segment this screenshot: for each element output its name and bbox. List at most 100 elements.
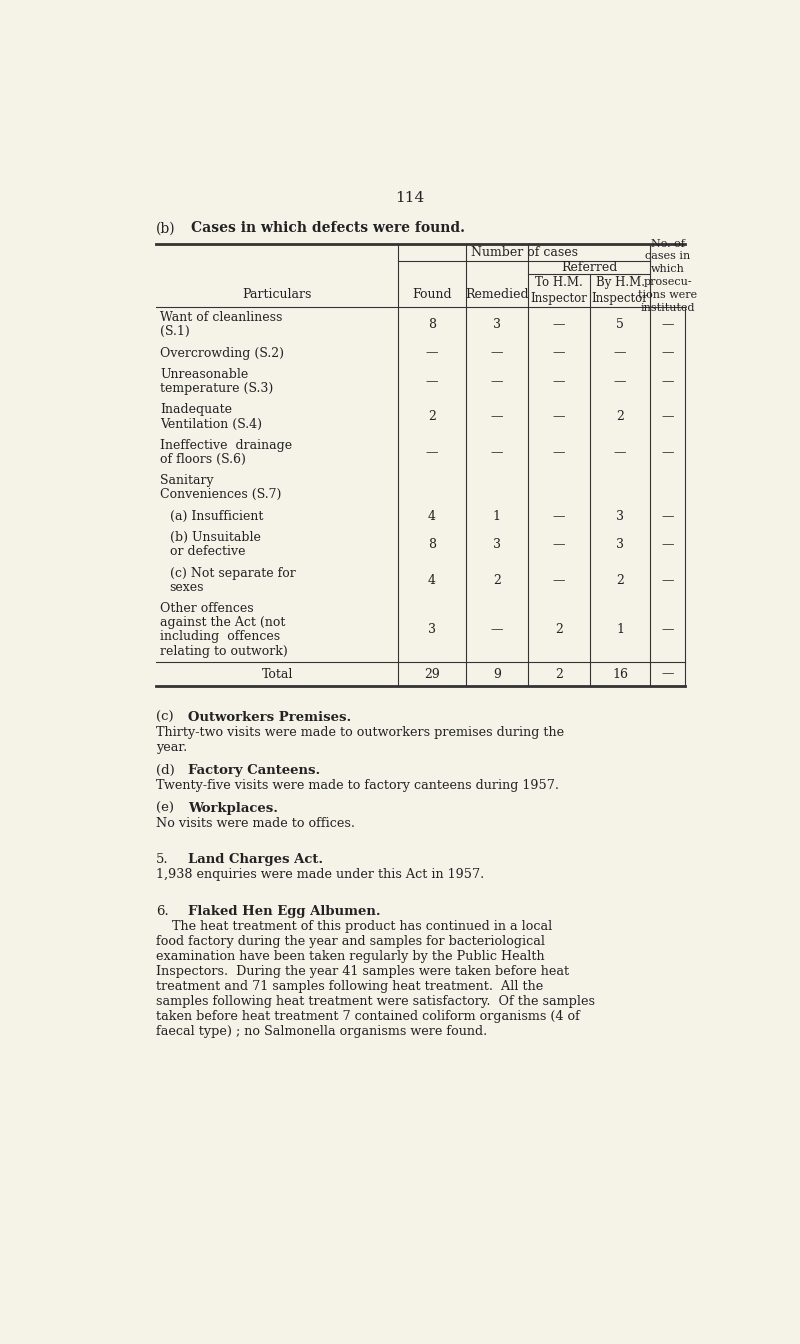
Text: (d): (d) (156, 763, 174, 777)
Text: 3: 3 (493, 538, 501, 551)
Text: —: — (553, 319, 565, 331)
Text: —: — (426, 375, 438, 388)
Text: —: — (662, 319, 674, 331)
Text: No. of
cases in
which
prosecu-
tions were
instituted: No. of cases in which prosecu- tions wer… (638, 239, 698, 313)
Text: 5: 5 (616, 319, 624, 331)
Text: —: — (614, 375, 626, 388)
Text: —: — (553, 410, 565, 423)
Text: —: — (662, 624, 674, 636)
Text: —: — (662, 410, 674, 423)
Text: examination have been taken regularly by the Public Health: examination have been taken regularly by… (156, 950, 545, 962)
Text: Other offences: Other offences (161, 602, 254, 616)
Text: —: — (662, 668, 674, 680)
Text: Overcrowding (S.2): Overcrowding (S.2) (161, 347, 285, 359)
Text: —: — (490, 624, 503, 636)
Text: —: — (553, 375, 565, 388)
Text: 29: 29 (424, 668, 440, 680)
Text: 3: 3 (616, 538, 624, 551)
Text: Land Charges Act.: Land Charges Act. (188, 853, 323, 866)
Text: including  offences: including offences (161, 630, 281, 644)
Text: Outworkers Premises.: Outworkers Premises. (188, 711, 352, 724)
Text: 3: 3 (616, 509, 624, 523)
Text: faecal type) ; no Salmonella organisms were found.: faecal type) ; no Salmonella organisms w… (156, 1025, 487, 1038)
Text: Found: Found (412, 288, 452, 301)
Text: 2: 2 (428, 410, 436, 423)
Text: 2: 2 (616, 410, 624, 423)
Text: 8: 8 (428, 538, 436, 551)
Text: (b) Unsuitable: (b) Unsuitable (170, 531, 261, 544)
Text: taken before heat treatment 7 contained coliform organisms (4 of: taken before heat treatment 7 contained … (156, 1009, 580, 1023)
Text: —: — (553, 347, 565, 359)
Text: The heat treatment of this product has continued in a local: The heat treatment of this product has c… (156, 919, 552, 933)
Text: —: — (426, 347, 438, 359)
Text: food factory during the year and samples for bacteriological: food factory during the year and samples… (156, 934, 545, 948)
Text: 1: 1 (616, 624, 624, 636)
Text: 3: 3 (428, 624, 436, 636)
Text: 2: 2 (555, 624, 562, 636)
Text: 6.: 6. (156, 905, 169, 918)
Text: sexes: sexes (170, 581, 204, 594)
Text: Flaked Hen Egg Albumen.: Flaked Hen Egg Albumen. (188, 905, 381, 918)
Text: (a) Insufficient: (a) Insufficient (170, 509, 263, 523)
Text: Want of cleanliness: Want of cleanliness (161, 310, 283, 324)
Text: —: — (662, 574, 674, 587)
Text: —: — (614, 347, 626, 359)
Text: Number of cases: Number of cases (471, 246, 578, 259)
Text: —: — (662, 375, 674, 388)
Text: 5.: 5. (156, 853, 169, 866)
Text: To H.M.
Inspector: To H.M. Inspector (530, 276, 587, 305)
Text: 2: 2 (616, 574, 624, 587)
Text: —: — (662, 446, 674, 458)
Text: Remedied: Remedied (465, 288, 529, 301)
Text: —: — (553, 538, 565, 551)
Text: treatment and 71 samples following heat treatment.  All the: treatment and 71 samples following heat … (156, 980, 543, 993)
Text: 2: 2 (493, 574, 501, 587)
Text: Workplaces.: Workplaces. (188, 801, 278, 814)
Text: Referred: Referred (561, 262, 618, 274)
Text: Ventilation (S.4): Ventilation (S.4) (161, 418, 262, 430)
Text: Unreasonable: Unreasonable (161, 368, 249, 380)
Text: temperature (S.3): temperature (S.3) (161, 382, 274, 395)
Text: —: — (490, 446, 503, 458)
Text: No visits were made to offices.: No visits were made to offices. (156, 817, 355, 829)
Text: 1: 1 (493, 509, 501, 523)
Text: 3: 3 (493, 319, 501, 331)
Text: Factory Canteens.: Factory Canteens. (188, 763, 321, 777)
Text: Twenty-five visits were made to factory canteens during 1957.: Twenty-five visits were made to factory … (156, 778, 558, 792)
Text: (c): (c) (156, 711, 174, 724)
Text: 9: 9 (493, 668, 501, 680)
Text: —: — (553, 446, 565, 458)
Text: —: — (490, 375, 503, 388)
Text: 114: 114 (395, 191, 425, 204)
Text: Inadequate: Inadequate (161, 403, 233, 417)
Text: relating to outwork): relating to outwork) (161, 645, 288, 657)
Text: 4: 4 (428, 574, 436, 587)
Text: 2: 2 (555, 668, 562, 680)
Text: Ineffective  drainage: Ineffective drainage (161, 438, 293, 452)
Text: samples following heat treatment were satisfactory.  Of the samples: samples following heat treatment were sa… (156, 995, 594, 1008)
Text: —: — (553, 574, 565, 587)
Text: —: — (662, 509, 674, 523)
Text: By H.M.
Inspector: By H.M. Inspector (591, 276, 649, 305)
Text: or defective: or defective (170, 546, 246, 558)
Text: 4: 4 (428, 509, 436, 523)
Text: (b): (b) (156, 222, 175, 235)
Text: Cases in which defects were found.: Cases in which defects were found. (190, 222, 465, 235)
Text: 16: 16 (612, 668, 628, 680)
Text: —: — (662, 538, 674, 551)
Text: (S.1): (S.1) (161, 325, 190, 339)
Text: Conveniences (S.7): Conveniences (S.7) (161, 488, 282, 501)
Text: 1,938 enquiries were made under this Act in 1957.: 1,938 enquiries were made under this Act… (156, 868, 484, 882)
Text: year.: year. (156, 741, 187, 754)
Text: 8: 8 (428, 319, 436, 331)
Text: —: — (490, 347, 503, 359)
Text: —: — (614, 446, 626, 458)
Text: (e): (e) (156, 801, 174, 814)
Text: of floors (S.6): of floors (S.6) (161, 453, 246, 466)
Text: Total: Total (262, 668, 293, 680)
Text: —: — (553, 509, 565, 523)
Text: Particulars: Particulars (242, 288, 312, 301)
Text: —: — (490, 410, 503, 423)
Text: (c) Not separate for: (c) Not separate for (170, 567, 295, 579)
Text: —: — (662, 347, 674, 359)
